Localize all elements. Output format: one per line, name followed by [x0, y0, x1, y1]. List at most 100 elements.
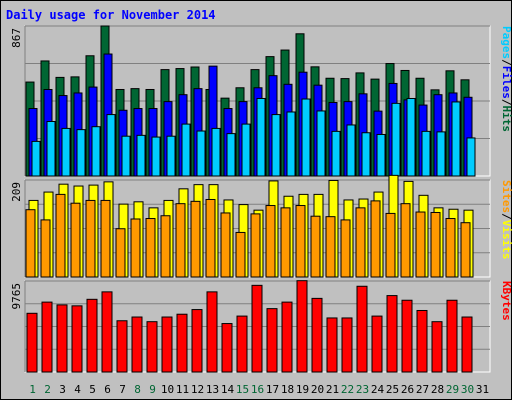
bar-kbytes [131, 316, 143, 373]
x-tick-label: 5 [89, 383, 96, 396]
bar-kbytes [446, 299, 458, 373]
bar-pages [361, 132, 371, 177]
bar-kbytes [296, 280, 308, 373]
bar-pages [76, 129, 86, 177]
series-label-part: / [500, 213, 512, 220]
series-label-part: Visits [500, 220, 512, 260]
bar-pages [436, 131, 446, 177]
bar-sites [220, 212, 231, 278]
x-tick-label: 18 [281, 383, 294, 396]
x-tick-label: 27 [416, 383, 429, 396]
x-tick-label: 7 [119, 383, 126, 396]
bar-pages [391, 102, 401, 177]
x-tick-label: 16 [251, 383, 264, 396]
x-tick-label: 4 [74, 383, 81, 396]
bar-pages [226, 133, 236, 177]
bar-kbytes [146, 321, 158, 373]
bar-sites [25, 209, 36, 278]
bar-sites [265, 205, 276, 278]
chart-title: Daily usage for November 2014 [6, 8, 216, 22]
bar-sites [100, 199, 111, 278]
bar-kbytes [341, 317, 353, 373]
bar-pages [121, 135, 131, 177]
x-tick-label: 26 [401, 383, 414, 396]
series-label-part: Pages [500, 26, 512, 59]
y-max-label: 867 [10, 28, 23, 48]
x-tick-label: 15 [236, 383, 249, 396]
bar-pages [301, 98, 311, 177]
series-label-part: / [500, 59, 512, 66]
bar-sites [70, 202, 81, 278]
bar-sites [175, 203, 186, 278]
bar-pages [91, 126, 101, 177]
series-label: KBytes [500, 281, 512, 321]
bar-kbytes [236, 315, 248, 373]
bar-sites [55, 193, 66, 278]
bar-pages [286, 111, 296, 177]
bar-pages [406, 97, 416, 177]
bar-kbytes [176, 313, 188, 373]
bar-sites [40, 219, 51, 278]
x-tick-label: 10 [161, 383, 174, 396]
x-tick-label: 22 [341, 383, 354, 396]
bar-kbytes [266, 308, 278, 373]
x-tick-label: 3 [59, 383, 66, 396]
bar-sites [340, 219, 351, 278]
bar-pages [136, 134, 146, 177]
bar-pages [241, 123, 251, 177]
bar-pages [376, 133, 386, 177]
x-tick-label: 29 [446, 383, 459, 396]
bar-kbytes [56, 304, 68, 373]
bar-sites [160, 215, 171, 278]
x-tick-label: 9 [149, 383, 156, 396]
bar-kbytes [326, 317, 338, 373]
bar-pages [61, 127, 71, 177]
bar-kbytes [26, 312, 38, 373]
x-tick-label: 28 [431, 383, 444, 396]
x-tick-label: 21 [326, 383, 339, 396]
x-tick-label: 13 [206, 383, 219, 396]
bar-kbytes [161, 316, 173, 373]
bar-kbytes [281, 301, 293, 373]
bar-kbytes [251, 284, 263, 373]
series-label-part: KBytes [500, 281, 512, 321]
bar-kbytes [416, 309, 428, 373]
series-label-part: Hits [500, 106, 512, 133]
bar-sites [145, 218, 156, 278]
series-label-part: Sites [500, 180, 512, 213]
x-tick-label: 14 [221, 383, 235, 396]
bar-pages [316, 110, 326, 177]
bar-kbytes [431, 321, 443, 373]
bar-sites [310, 215, 321, 278]
bar-pages [421, 130, 431, 177]
x-tick-label: 24 [371, 383, 385, 396]
bar-sites [235, 231, 246, 278]
bar-sites [325, 216, 336, 278]
bar-pages [346, 124, 356, 177]
series-label-part: / [500, 99, 512, 106]
x-tick-label: 12 [191, 383, 204, 396]
bar-kbytes [116, 320, 128, 373]
x-tick-label: 23 [356, 383, 369, 396]
bar-sites [400, 203, 411, 278]
bar-kbytes [461, 316, 473, 373]
bar-sites [445, 218, 456, 278]
bar-sites [295, 205, 306, 278]
bar-sites [355, 207, 366, 278]
bar-kbytes [221, 323, 233, 373]
y-max-label: 9765 [10, 283, 23, 310]
bar-pages [166, 135, 176, 177]
bar-pages [196, 130, 206, 177]
bar-kbytes [386, 295, 398, 373]
bar-kbytes [101, 291, 113, 373]
bar-pages [466, 137, 476, 177]
x-tick-label: 30 [461, 383, 474, 396]
x-tick-label: 2 [44, 383, 51, 396]
bar-sites [250, 213, 261, 278]
bar-pages [271, 114, 281, 177]
bar-kbytes [191, 309, 203, 373]
bar-pages [151, 136, 161, 177]
x-tick-label: 1 [29, 383, 36, 396]
bar-sites [430, 211, 441, 278]
